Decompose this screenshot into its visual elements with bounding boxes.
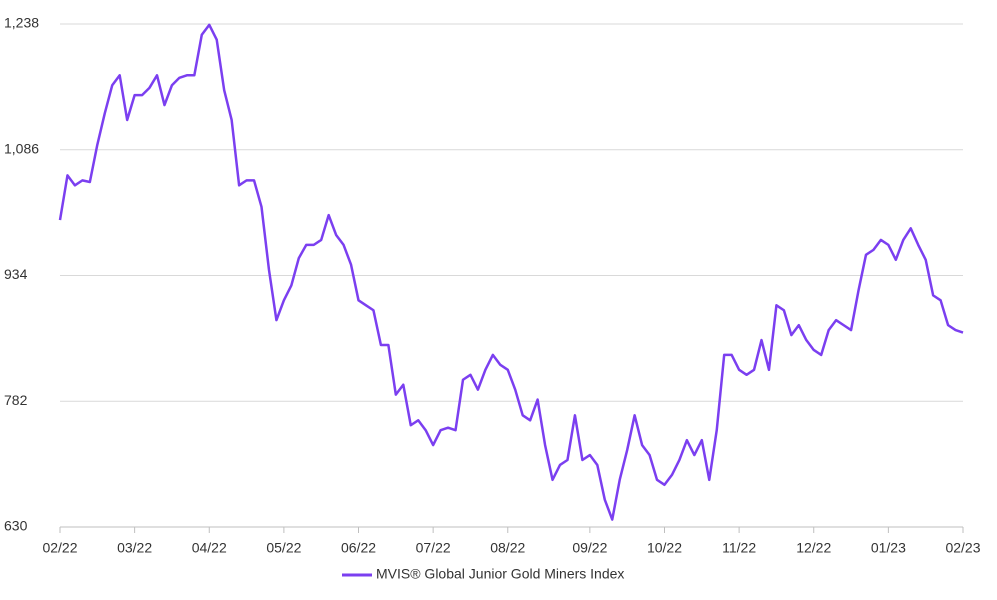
y-tick-label: 1,086: [4, 140, 39, 156]
y-tick-label: 934: [4, 266, 28, 282]
x-tick-label: 02/23: [945, 540, 980, 556]
x-tick-label: 06/22: [341, 540, 376, 556]
legend-label: MVIS® Global Junior Gold Miners Index: [376, 566, 624, 582]
y-tick-label: 630: [4, 518, 28, 534]
line-series: [58, 23, 964, 521]
x-tick-label: 09/22: [572, 540, 607, 556]
y-tick-label: 782: [4, 392, 28, 408]
x-tick-label: 10/22: [647, 540, 682, 556]
x-tick-label: 05/22: [266, 540, 301, 556]
x-tick-label: 07/22: [416, 540, 451, 556]
x-tick-label: 02/22: [42, 540, 77, 556]
y-tick-label: 1,238: [4, 15, 39, 31]
x-tick-label: 03/22: [117, 540, 152, 556]
x-tick-label: 12/22: [796, 540, 831, 556]
x-tick-label: 08/22: [490, 540, 525, 556]
x-tick-label: 04/22: [192, 540, 227, 556]
x-tick-label: 01/23: [871, 540, 906, 556]
x-tick-label: 11/22: [722, 540, 756, 556]
